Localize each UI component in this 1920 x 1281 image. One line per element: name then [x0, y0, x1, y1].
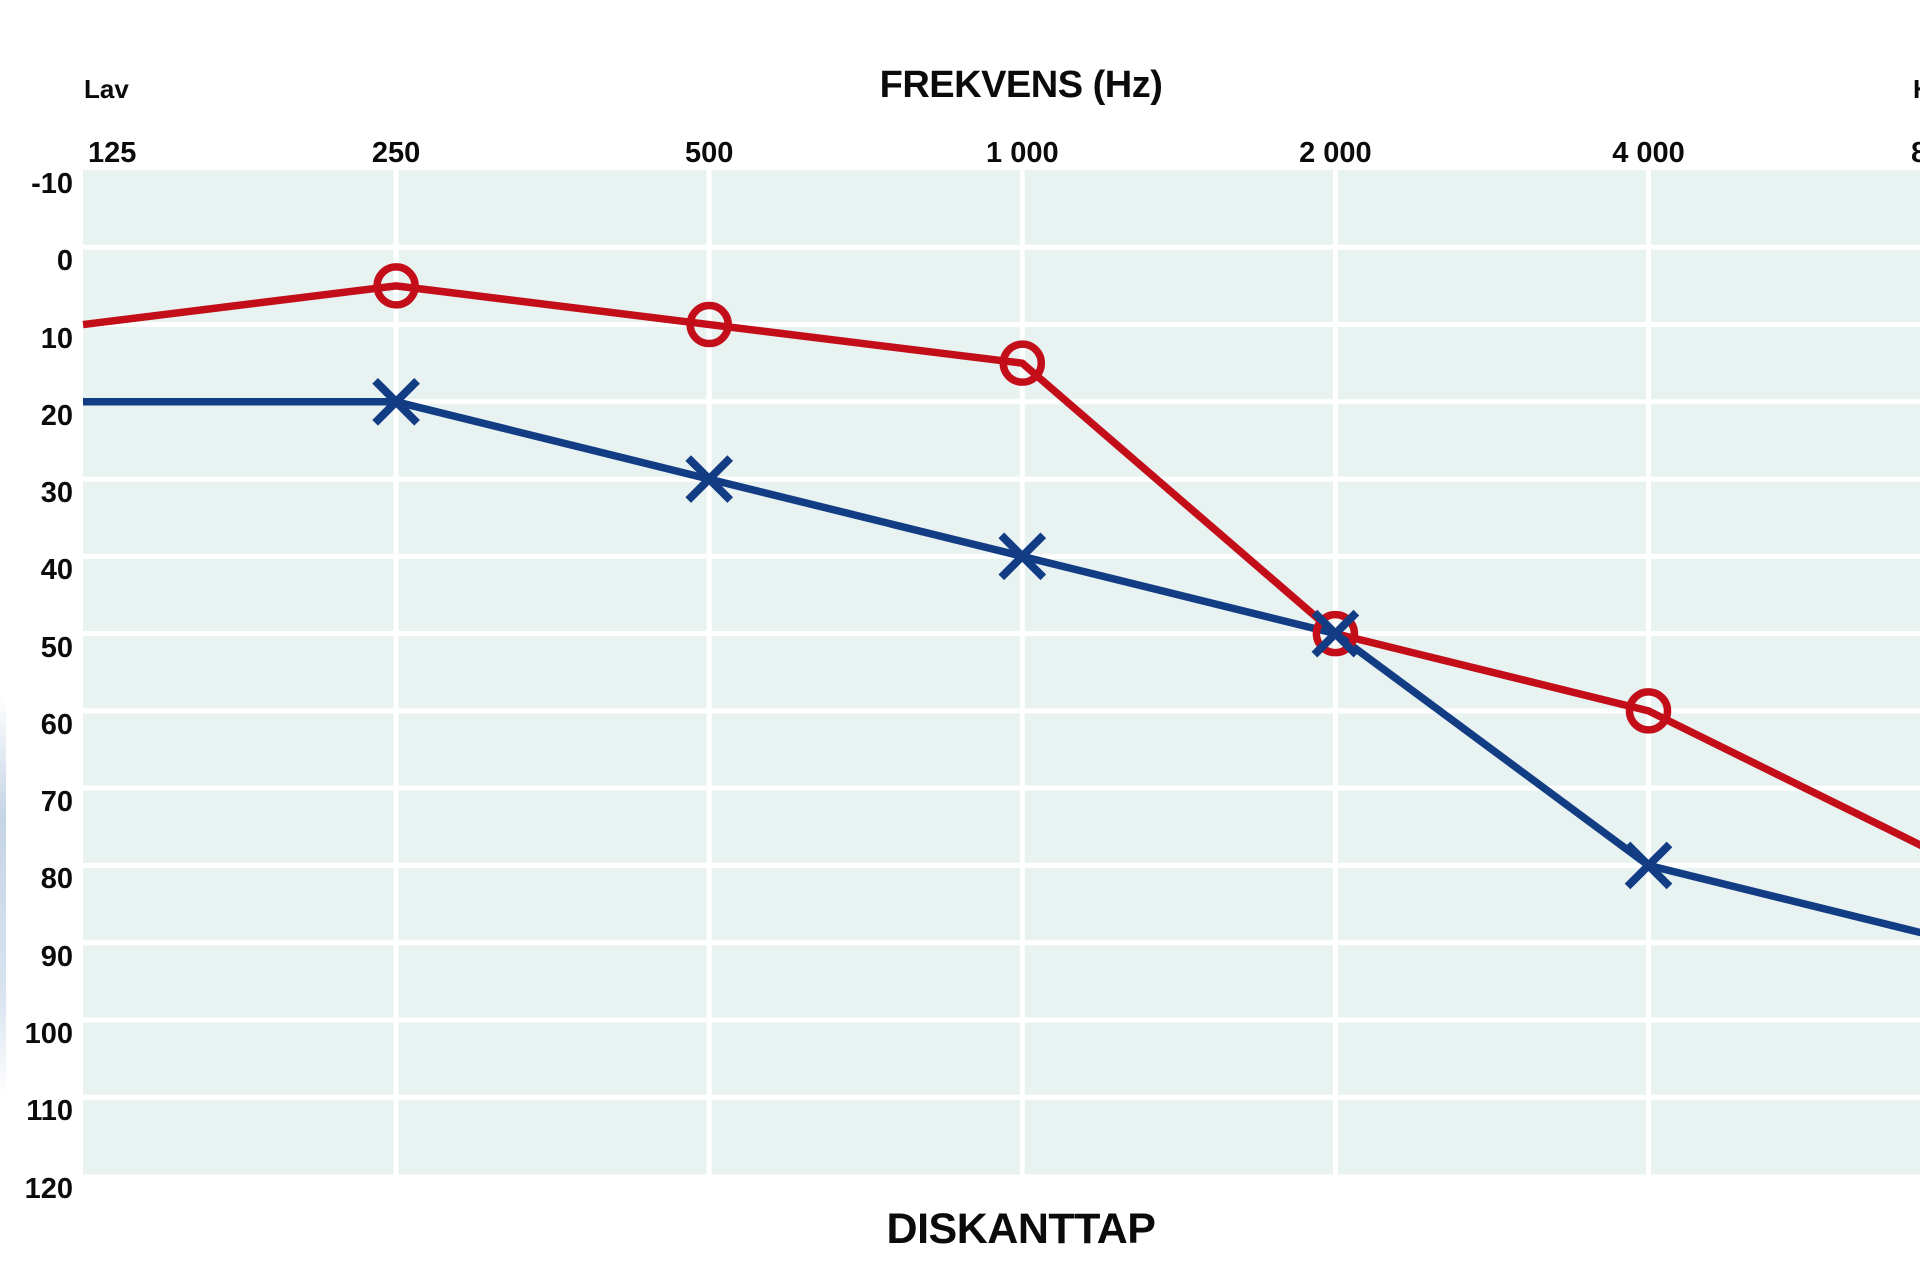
frequency-low-label: Lav	[84, 74, 129, 104]
y-tick-30: 30	[40, 477, 73, 510]
y-tick-80: 80	[40, 863, 73, 896]
x-marker-250	[372, 377, 420, 426]
x-marker-1000	[998, 532, 1047, 581]
x-tick-2000: 2 000	[1299, 137, 1372, 169]
circle-marker-500	[686, 301, 732, 348]
circle-marker-2000	[1312, 610, 1359, 657]
x-marker-2000	[1311, 609, 1360, 658]
y-tick-40: 40	[40, 554, 73, 587]
circle-marker-1000	[999, 340, 1046, 386]
plot-background	[83, 170, 1920, 1175]
x-marker-4000	[1624, 841, 1673, 890]
frequency-high-label: Høy	[1913, 74, 1920, 105]
y-tick-100: 100	[24, 1017, 73, 1050]
frequency-axis-title: FREKVENS (Hz)	[879, 64, 1163, 106]
x-tick-8000: 8 000	[1911, 137, 1920, 169]
circle-marker-4000	[1625, 688, 1672, 734]
y-tick-0: 0	[56, 245, 73, 278]
y-tick-10: 10	[40, 322, 73, 355]
y-tick-50: 50	[40, 631, 73, 664]
x-tick-250: 250	[371, 137, 421, 169]
x-tick-500: 500	[684, 137, 734, 169]
y-tick-90: 90	[40, 940, 73, 973]
circle-marker-250	[373, 263, 419, 309]
bottom-label-diskanttap: DISKANTTAP	[886, 1205, 1156, 1253]
y-tick-70: 70	[40, 786, 73, 819]
x-tick-1000: 1 000	[986, 137, 1059, 169]
y-tick-60: 60	[40, 708, 73, 741]
x-marker-500	[685, 455, 734, 503]
y-tick-110: 110	[26, 1095, 73, 1128]
x-tick-4000: 4 000	[1612, 137, 1685, 169]
x-tick-125: 125	[88, 137, 137, 169]
red-circle-series-line	[82, 282, 1920, 850]
y-tick--10: -10	[31, 168, 73, 200]
y-tick-120: 120	[24, 1172, 73, 1205]
y-tick-20: 20	[40, 399, 73, 432]
left-edge-artifact	[0, 695, 6, 1095]
